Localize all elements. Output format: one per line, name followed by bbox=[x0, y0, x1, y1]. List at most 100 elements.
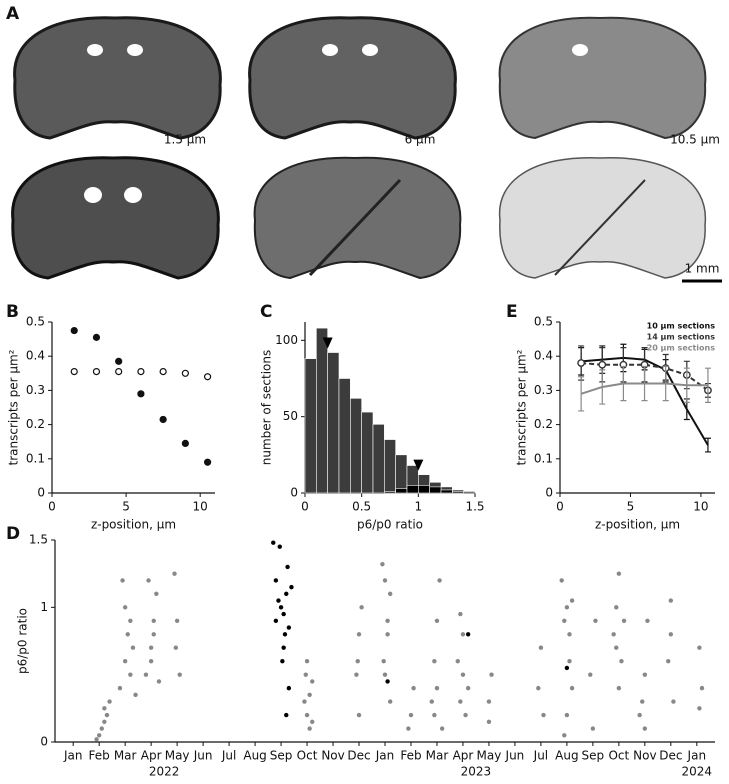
point bbox=[489, 672, 494, 677]
point bbox=[130, 645, 136, 650]
point bbox=[271, 540, 276, 545]
point bbox=[387, 591, 393, 597]
point bbox=[614, 605, 619, 610]
x-axis-title: z-position, μm bbox=[595, 518, 680, 532]
point bbox=[564, 712, 570, 718]
x-tick-label: 5 bbox=[627, 500, 635, 514]
x-tick-label: 1 bbox=[415, 500, 423, 514]
x-tick-label: 5 bbox=[122, 500, 130, 514]
legend-entry: 10 μm sections bbox=[647, 322, 716, 331]
point bbox=[284, 712, 289, 718]
point bbox=[148, 659, 154, 664]
point bbox=[567, 659, 572, 664]
x-tick-label: Mar bbox=[114, 749, 137, 763]
point bbox=[621, 618, 627, 623]
y-tick-label: 0.4 bbox=[534, 349, 553, 363]
point bbox=[569, 598, 575, 603]
histogram-bar bbox=[429, 486, 442, 494]
legend-entry: 20 μm sections bbox=[647, 344, 716, 353]
point bbox=[567, 632, 572, 637]
panel-letter: B bbox=[6, 302, 19, 322]
image-label: 10.5 μm bbox=[670, 133, 720, 147]
section-image bbox=[253, 156, 462, 279]
point bbox=[151, 618, 156, 623]
y-tick-label: 0.3 bbox=[534, 383, 553, 397]
point bbox=[406, 726, 411, 731]
x-tick-label: Dec bbox=[347, 749, 370, 763]
point bbox=[151, 632, 156, 637]
x-tick-label: Apr bbox=[453, 749, 474, 763]
point bbox=[115, 357, 123, 365]
point bbox=[355, 659, 360, 664]
point bbox=[387, 699, 393, 704]
point bbox=[146, 578, 151, 583]
point bbox=[699, 685, 705, 691]
point bbox=[92, 333, 101, 341]
point bbox=[439, 726, 445, 731]
panel-letter: A bbox=[6, 4, 20, 24]
point bbox=[122, 605, 128, 610]
x-tick-label: Jan bbox=[687, 749, 707, 763]
x-tick-label: Jun bbox=[505, 749, 525, 763]
y-tick-label: 1.5 bbox=[29, 533, 48, 547]
point bbox=[486, 699, 492, 704]
year-label: 2024 bbox=[682, 765, 713, 779]
y-tick-label: 0.1 bbox=[534, 451, 553, 465]
point bbox=[437, 578, 442, 583]
point bbox=[668, 632, 674, 637]
error-bar bbox=[641, 365, 648, 402]
point bbox=[156, 679, 162, 684]
point bbox=[286, 685, 292, 691]
x-tick-label: Sep bbox=[270, 749, 293, 763]
point bbox=[154, 591, 159, 597]
point bbox=[577, 359, 586, 367]
point bbox=[434, 618, 440, 623]
histogram-bar bbox=[384, 439, 396, 494]
panel-letter: E bbox=[506, 302, 518, 322]
histogram-bar bbox=[406, 485, 419, 494]
y-axis-title: transcripts per μm² bbox=[515, 349, 529, 465]
point bbox=[128, 618, 133, 623]
error-bar bbox=[683, 367, 690, 403]
x-tick-label: 1.5 bbox=[465, 500, 484, 514]
point bbox=[99, 726, 104, 731]
point bbox=[455, 659, 460, 664]
point bbox=[137, 390, 145, 398]
point bbox=[286, 625, 292, 630]
point bbox=[460, 672, 466, 677]
point bbox=[385, 618, 390, 623]
error-bar bbox=[620, 365, 627, 402]
point bbox=[280, 659, 285, 664]
point bbox=[616, 571, 622, 576]
point bbox=[614, 645, 619, 650]
x-tick-label: Nov bbox=[633, 749, 656, 763]
x-axis-title: z-position, μm bbox=[91, 518, 176, 532]
point bbox=[429, 699, 434, 704]
point bbox=[465, 685, 471, 691]
point bbox=[666, 659, 671, 664]
y-tick-label: 0.2 bbox=[26, 417, 45, 431]
point bbox=[70, 367, 78, 376]
image-label: 6 μm bbox=[405, 133, 436, 147]
point bbox=[289, 584, 294, 590]
point bbox=[465, 632, 471, 637]
point bbox=[273, 618, 279, 623]
x-tick-label: 10 bbox=[193, 500, 208, 514]
y-tick-label: 0.3 bbox=[26, 383, 45, 397]
point bbox=[486, 719, 492, 724]
y-tick-label: 0 bbox=[37, 486, 45, 500]
histogram-bar bbox=[440, 489, 453, 494]
point bbox=[354, 672, 359, 677]
axis-line bbox=[51, 322, 215, 494]
x-tick-label: Feb bbox=[89, 749, 110, 763]
histogram-bar bbox=[372, 423, 385, 494]
point bbox=[590, 726, 596, 731]
x-tick-label: May bbox=[165, 749, 190, 763]
point bbox=[278, 605, 284, 610]
point bbox=[598, 360, 607, 369]
point bbox=[588, 672, 593, 677]
point bbox=[307, 726, 312, 731]
error-bar bbox=[662, 365, 669, 402]
point bbox=[564, 665, 570, 671]
point bbox=[172, 571, 177, 576]
